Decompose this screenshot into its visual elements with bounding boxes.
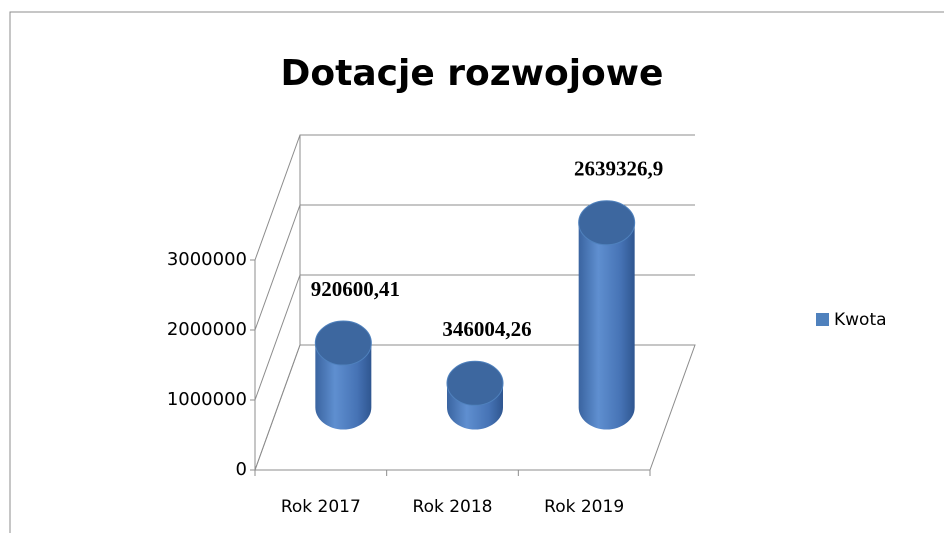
value-label: 2639326,9 [574,157,663,181]
x-tick-label: Rok 2019 [544,497,624,517]
cylinder [446,360,504,430]
value-label: 346004,26 [442,317,531,341]
cylinder [314,320,372,430]
bar-top [446,360,504,406]
bar [315,343,372,430]
grid-line [254,204,695,331]
legend-label: Kwota [834,310,887,330]
legend-swatch [816,313,829,326]
grid-line [254,274,695,401]
cylinder [578,200,636,430]
grid-line [254,134,695,261]
chart-frame [9,11,944,533]
y-tick-label: 1000000 [167,389,247,410]
x-tick-label: Rok 2018 [413,497,493,517]
bar-top [314,320,372,366]
grid-line [254,344,695,471]
y-tick-label: 3000000 [167,249,247,270]
y-tick-label: 2000000 [167,319,247,340]
bar-top [578,200,636,246]
x-tick-label: Rok 2017 [281,497,361,517]
bar [578,222,635,430]
value-label: 920600,41 [311,277,400,301]
y-tick-label: 0 [236,459,247,480]
chart-title: Dotacje rozwojowe [281,53,664,94]
